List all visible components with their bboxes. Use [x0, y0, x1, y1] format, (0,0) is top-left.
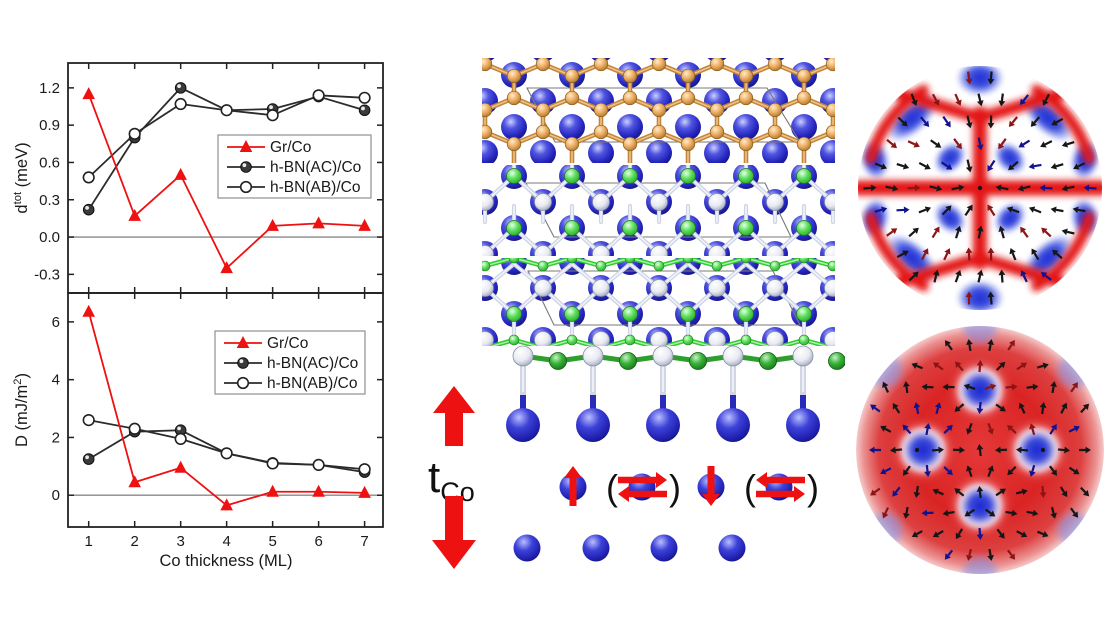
co-atom — [650, 534, 678, 562]
svg-text:1: 1 — [85, 533, 93, 550]
legend: Gr/Co h-BN(AC)/Co h-BN(AB)/Co — [214, 330, 366, 395]
svg-text:6: 6 — [314, 533, 322, 550]
paren-close: ) — [807, 467, 819, 508]
series-h-bn-ab-co — [82, 414, 371, 476]
dmi-anisotropy-charts: -0.3 0.0 0.3 0.6 0.9 1.2 Gr/Co h-BN(AC)/Co h-BN(… — [12, 62, 384, 570]
svg-text:0.0: 0.0 — [39, 229, 60, 246]
svg-text:0.9: 0.9 — [39, 117, 60, 134]
spin-texture-map-bottom — [856, 326, 1104, 574]
legend-label: h-BN(AB)/Co — [267, 375, 357, 392]
svg-text:2: 2 — [131, 533, 139, 550]
svg-text:0.6: 0.6 — [39, 154, 60, 171]
thickness-down-arrow — [432, 496, 476, 569]
legend-label: h-BN(AC)/Co — [270, 159, 361, 176]
legend-label: Gr/Co — [267, 335, 308, 352]
svg-text:0: 0 — [52, 487, 60, 504]
paren-close: ) — [669, 467, 681, 508]
svg-text:2: 2 — [52, 429, 60, 446]
unit-cell-outline — [527, 270, 801, 326]
y-axis-title: D (mJ/m2) — [12, 373, 31, 447]
axis-ticks — [68, 293, 383, 527]
svg-text:-0.3: -0.3 — [34, 266, 60, 283]
hbn-co-top-view-2 — [482, 258, 835, 346]
co-atom — [506, 408, 540, 442]
spin-configuration-parentheses: ( ) ( ) — [606, 467, 819, 508]
y-axis-title: dtot (meV) — [12, 142, 31, 213]
svg-text:4: 4 — [222, 533, 230, 550]
hbn-co-top-view-1 — [482, 165, 835, 256]
svg-text:3: 3 — [176, 533, 184, 550]
chart-panel-top: -0.3 0.0 0.3 0.6 0.9 1.2 Gr/Co h-BN(AC)/Co h-BN(… — [34, 62, 384, 294]
svg-text:7: 7 — [360, 533, 368, 550]
skyrmion-core — [948, 358, 1012, 422]
spin-arrows — [869, 339, 1091, 561]
plot-border — [67, 292, 384, 528]
legend-label: Gr/Co — [270, 139, 311, 156]
series-h-bn-ab-co — [82, 89, 371, 184]
x-axis-title: Co thickness (ML) — [160, 552, 293, 570]
legend: Gr/Co h-BN(AC)/Co h-BN(AB)/Co — [217, 134, 372, 199]
svg-text:0.3: 0.3 — [39, 192, 60, 209]
chart-panel-bottom: 0 2 4 6 1 2 3 4 5 6 7 Gr/Co h-BN(AC)/Co h-BN(AB)/Co — [52, 292, 384, 550]
legend-label: h-BN(AC)/Co — [267, 355, 358, 372]
svg-text:4: 4 — [52, 372, 60, 389]
co-atom — [646, 408, 680, 442]
paren-open: ( — [744, 467, 756, 508]
spin-texture-maps — [856, 66, 1104, 574]
svg-text:5: 5 — [268, 533, 276, 550]
hbn-co-side-view — [506, 345, 845, 442]
svg-text:1.2: 1.2 — [39, 80, 60, 97]
spin-direction-arrows — [564, 466, 805, 506]
tick-labels: -0.3 0.0 0.3 0.6 0.9 1.2 — [34, 80, 60, 283]
axis-ticks — [68, 63, 383, 293]
skyrmion-core — [948, 474, 1012, 538]
co-atom — [576, 408, 610, 442]
co-atom — [786, 408, 820, 442]
spin-texture-map-top — [858, 66, 1102, 310]
svg-text:6: 6 — [52, 314, 60, 331]
atomic-structure-panel: tCo ( ) ( ) — [428, 58, 845, 569]
paren-open: ( — [606, 467, 618, 508]
series-gr-co — [82, 87, 371, 274]
graphene-co-top-view — [482, 58, 835, 163]
thickness-up-arrow — [433, 386, 475, 446]
skyrmion-core — [891, 418, 955, 482]
co-thickness-indicator: tCo — [428, 386, 476, 569]
spin-arrows — [863, 71, 1097, 305]
tick-labels: 0 2 4 6 1 2 3 4 5 6 7 — [52, 314, 369, 550]
skyrmion-core — [1005, 418, 1069, 482]
series-gr-co — [82, 304, 371, 511]
co-atom — [582, 534, 610, 562]
legend-label: h-BN(AB)/Co — [270, 179, 360, 196]
co-atom — [716, 408, 750, 442]
co-atom — [513, 534, 541, 562]
co-atom — [718, 534, 746, 562]
